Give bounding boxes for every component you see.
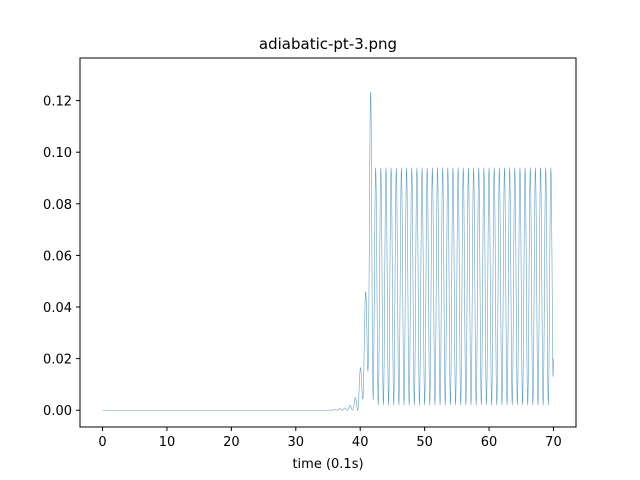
- y-tick-label: 0.08: [43, 198, 72, 213]
- y-tick-label: 0.12: [43, 95, 72, 110]
- x-tick-label: 40: [352, 435, 369, 450]
- plot-area: [102, 92, 554, 411]
- y-tick-label: 0.04: [43, 301, 72, 316]
- x-axis-label: time (0.1s): [292, 457, 363, 472]
- x-tick-label: 60: [481, 435, 498, 450]
- y-tick-label: 0.00: [43, 404, 72, 419]
- x-tick-label: 0: [98, 435, 106, 450]
- x-tick-label: 20: [223, 435, 240, 450]
- chart-title: adiabatic-pt-3.png: [259, 35, 397, 53]
- y-tick-label: 0.10: [43, 146, 72, 161]
- x-tick-label: 30: [288, 435, 305, 450]
- x-tick-label: 70: [545, 435, 562, 450]
- plot-frame: [79, 57, 577, 428]
- series-line-0: [102, 92, 554, 411]
- y-tick-label: 0.02: [43, 353, 72, 368]
- x-tick-label: 10: [159, 435, 176, 450]
- y-axis: 0.00 0.02 0.04 0.06 0.08 0.10 0.12: [43, 95, 80, 419]
- x-axis: 0 10 20 30 40 50 60 70: [98, 427, 562, 450]
- x-tick-label: 50: [416, 435, 433, 450]
- y-tick-label: 0.06: [43, 249, 72, 264]
